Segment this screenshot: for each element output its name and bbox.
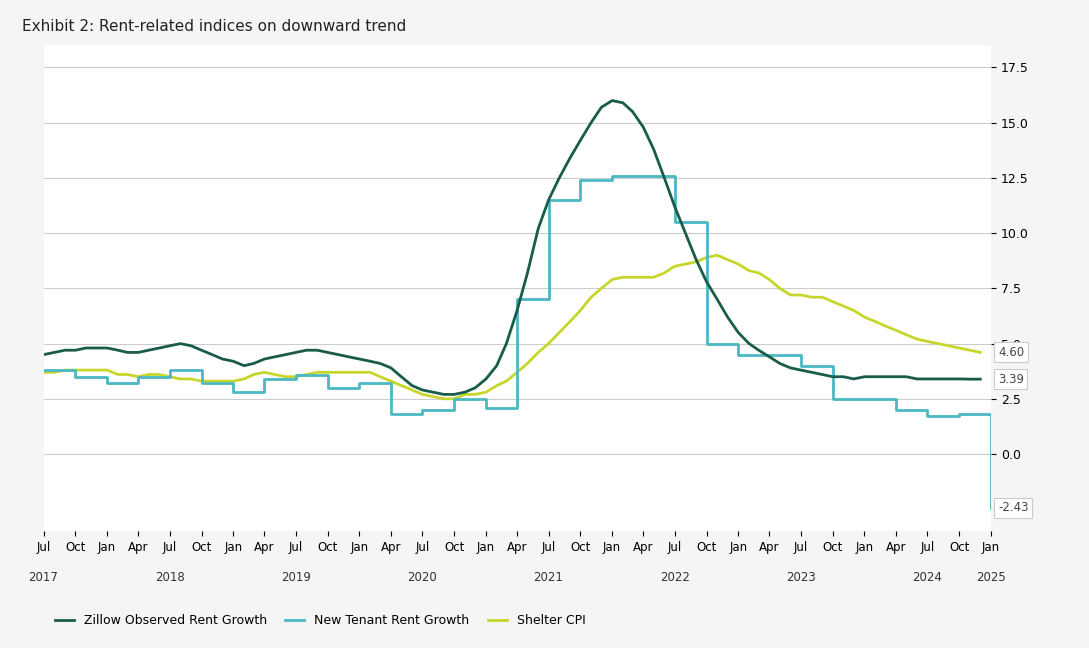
Text: 2025: 2025 <box>976 571 1006 584</box>
Text: 2019: 2019 <box>281 571 310 584</box>
Text: 3.39: 3.39 <box>998 373 1024 386</box>
Text: 2017: 2017 <box>28 571 59 584</box>
Text: 2023: 2023 <box>786 571 816 584</box>
Text: 2018: 2018 <box>155 571 185 584</box>
Text: 4.60: 4.60 <box>998 346 1024 359</box>
Text: Exhibit 2: Rent-related indices on downward trend: Exhibit 2: Rent-related indices on downw… <box>22 19 406 34</box>
Text: 2020: 2020 <box>407 571 438 584</box>
Text: 2021: 2021 <box>534 571 563 584</box>
Text: 2022: 2022 <box>660 571 689 584</box>
Legend: Zillow Observed Rent Growth, New Tenant Rent Growth, Shelter CPI: Zillow Observed Rent Growth, New Tenant … <box>50 609 590 632</box>
Text: 2024: 2024 <box>913 571 942 584</box>
Text: -2.43: -2.43 <box>998 501 1028 515</box>
